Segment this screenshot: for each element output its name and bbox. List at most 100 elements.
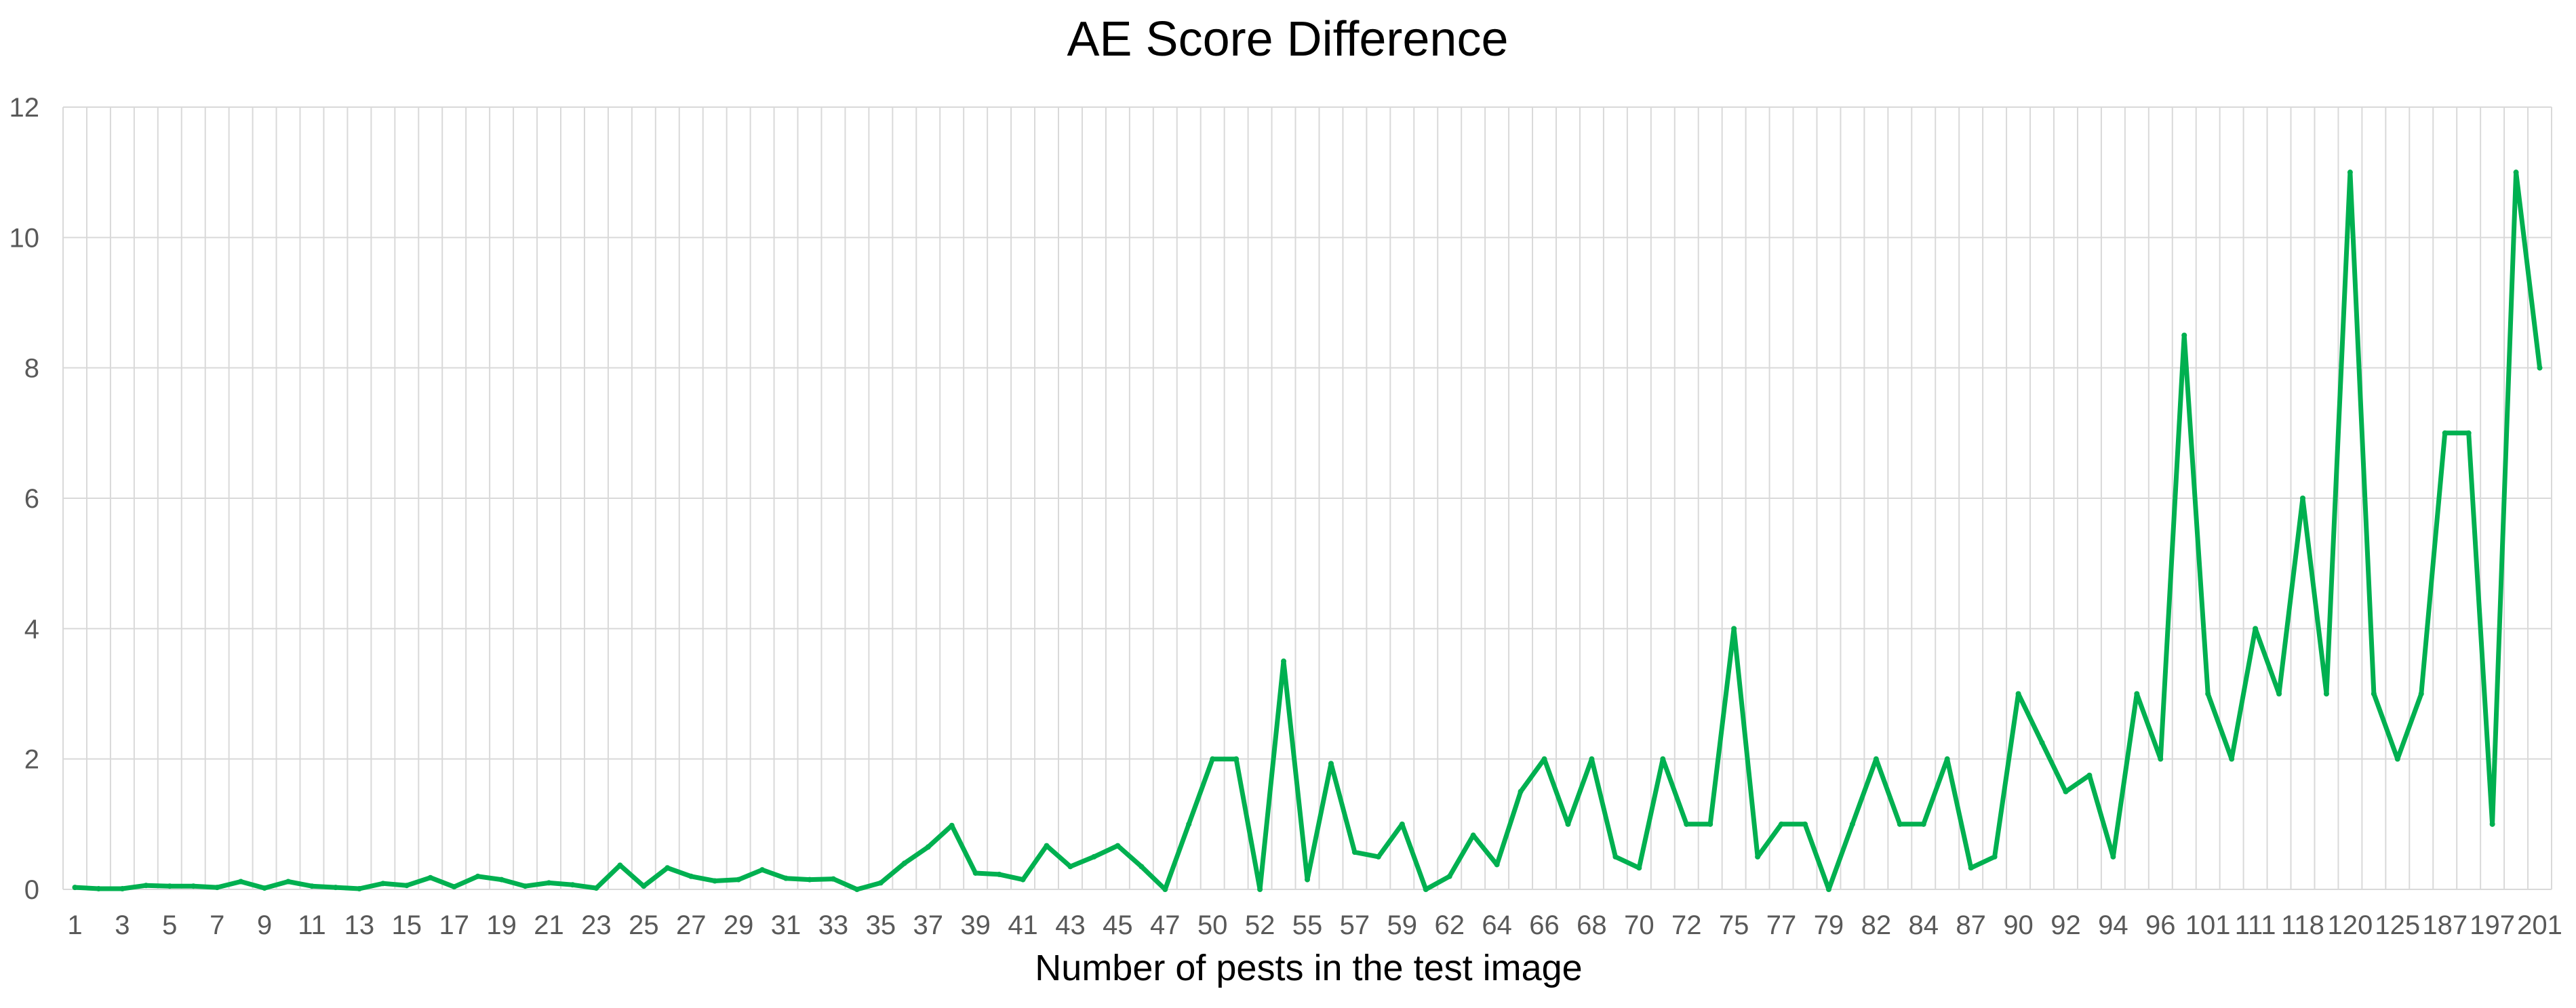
data-point bbox=[119, 886, 125, 892]
x-tick-label: 201 bbox=[2517, 910, 2562, 940]
x-tick-label: 52 bbox=[1245, 910, 1275, 940]
y-tick-label: 8 bbox=[24, 354, 39, 384]
data-point bbox=[2015, 691, 2021, 697]
data-point bbox=[2513, 169, 2519, 176]
x-tick-label: 25 bbox=[629, 910, 659, 940]
x-tick-label: 21 bbox=[534, 910, 564, 940]
data-point bbox=[1305, 876, 1310, 883]
data-point bbox=[2394, 756, 2400, 762]
x-tick-label: 45 bbox=[1103, 910, 1133, 940]
data-point bbox=[2323, 691, 2329, 697]
data-point bbox=[617, 862, 623, 868]
data-point bbox=[830, 876, 836, 882]
data-point bbox=[1541, 756, 1547, 762]
x-tick-label: 35 bbox=[866, 910, 896, 940]
x-tick-label: 90 bbox=[2003, 910, 2034, 940]
data-point bbox=[1779, 821, 1785, 827]
x-tick-label: 7 bbox=[210, 910, 224, 940]
x-tick-label: 31 bbox=[771, 910, 801, 940]
data-point bbox=[2110, 853, 2116, 860]
x-tick-label: 39 bbox=[960, 910, 991, 940]
data-point bbox=[238, 879, 244, 885]
x-tick-label: 5 bbox=[162, 910, 177, 940]
data-point bbox=[949, 822, 955, 828]
y-tick-label: 12 bbox=[9, 93, 40, 123]
x-tick-label: 92 bbox=[2050, 910, 2081, 940]
data-point bbox=[2418, 691, 2424, 697]
x-tick-label: 9 bbox=[257, 910, 272, 940]
y-tick-label: 6 bbox=[24, 484, 39, 514]
x-tick-label: 47 bbox=[1150, 910, 1181, 940]
data-point bbox=[1920, 821, 1926, 827]
data-point bbox=[925, 844, 931, 850]
data-point bbox=[498, 876, 504, 883]
data-point bbox=[1257, 887, 1263, 892]
data-point bbox=[1755, 853, 1761, 860]
x-tick-label: 43 bbox=[1055, 910, 1086, 940]
data-point bbox=[1731, 626, 1737, 632]
data-point bbox=[641, 883, 647, 889]
x-tick-label: 197 bbox=[2470, 910, 2515, 940]
data-point bbox=[2158, 756, 2164, 762]
x-axis-title: Number of pests in the test image bbox=[1035, 948, 1582, 988]
x-tick-label: 57 bbox=[1340, 910, 1370, 940]
x-tick-label: 79 bbox=[1814, 910, 1844, 940]
x-tick-label: 17 bbox=[439, 910, 469, 940]
data-point bbox=[570, 882, 576, 888]
data-point bbox=[1328, 761, 1334, 767]
data-point bbox=[736, 876, 742, 883]
data-point bbox=[996, 871, 1002, 877]
x-tick-label: 70 bbox=[1624, 910, 1654, 940]
x-tick-label: 77 bbox=[1766, 910, 1797, 940]
y-tick-label: 10 bbox=[9, 223, 40, 253]
data-point bbox=[1162, 887, 1168, 892]
x-tick-label: 29 bbox=[724, 910, 754, 940]
data-point bbox=[214, 885, 220, 891]
data-point bbox=[1897, 821, 1903, 827]
y-tick-label: 4 bbox=[24, 614, 39, 644]
x-tick-label: 82 bbox=[1861, 910, 1892, 940]
data-point bbox=[1968, 865, 1974, 871]
x-tick-label: 3 bbox=[115, 910, 130, 940]
data-point bbox=[96, 886, 102, 892]
x-axis-tick-labels: 1 3 5 7 9 11 13 15 17 19 21 23 25 27 29 31 33 35 37 39 41 43 4… bbox=[67, 910, 2562, 940]
y-tick-label: 0 bbox=[24, 875, 39, 905]
data-point bbox=[2134, 691, 2140, 697]
data-point bbox=[1210, 756, 1216, 762]
data-point bbox=[2039, 740, 2045, 746]
data-point bbox=[1849, 821, 1855, 827]
data-point bbox=[2229, 756, 2235, 762]
data-point bbox=[1684, 821, 1690, 827]
x-tick-label: 50 bbox=[1197, 910, 1228, 940]
data-point bbox=[854, 887, 860, 892]
data-point bbox=[546, 880, 552, 886]
x-tick-label: 11 bbox=[298, 910, 326, 940]
data-point bbox=[2347, 169, 2353, 176]
x-tick-label: 23 bbox=[581, 910, 612, 940]
x-tick-label: 55 bbox=[1292, 910, 1323, 940]
data-point bbox=[1067, 864, 1073, 870]
data-point bbox=[1281, 658, 1287, 664]
data-point bbox=[1399, 821, 1405, 827]
data-point bbox=[1565, 821, 1571, 827]
x-tick-label: 75 bbox=[1719, 910, 1749, 940]
x-tick-label: 72 bbox=[1671, 910, 1702, 940]
series-group bbox=[72, 169, 2543, 892]
x-tick-label: 94 bbox=[2098, 910, 2128, 940]
data-point bbox=[1233, 756, 1240, 762]
data-point bbox=[2537, 365, 2543, 371]
x-tick-label: 1 bbox=[67, 910, 82, 940]
data-point bbox=[1494, 862, 1500, 868]
data-point bbox=[262, 885, 268, 891]
data-point bbox=[1660, 756, 1666, 762]
data-point bbox=[1091, 853, 1097, 860]
data-point bbox=[807, 876, 812, 883]
x-tick-label: 87 bbox=[1956, 910, 1986, 940]
data-point bbox=[2371, 691, 2377, 697]
x-tick-label: 66 bbox=[1529, 910, 1560, 940]
data-point bbox=[451, 884, 457, 890]
x-tick-label: 64 bbox=[1482, 910, 1512, 940]
data-point bbox=[1825, 887, 1831, 892]
data-point bbox=[1020, 876, 1026, 883]
